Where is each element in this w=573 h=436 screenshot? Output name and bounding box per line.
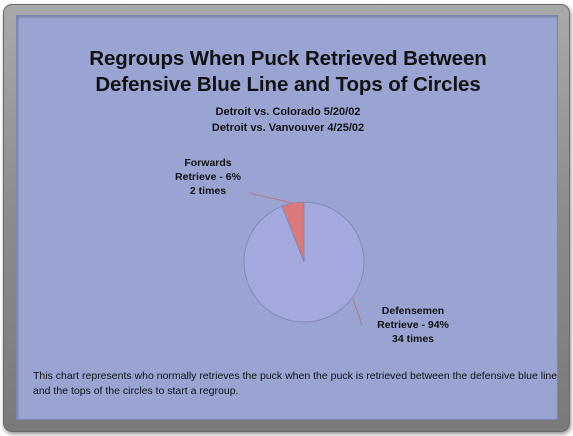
defensemen-label-line-2: Retrieve - 94% bbox=[377, 319, 449, 331]
defensemen-slice bbox=[243, 201, 365, 323]
pie-slices bbox=[243, 201, 365, 323]
leader-lines bbox=[248, 192, 363, 326]
forwards-label-line-1: Forwards bbox=[184, 157, 232, 169]
forwards-label-line-2: Retrieve - 6% bbox=[175, 171, 241, 183]
forwards-leader-line bbox=[248, 192, 293, 204]
chart-subtitle-line-2: Detroit vs. Vanvouver 4/25/02 bbox=[211, 122, 365, 134]
defensemen-label-line-1: Defensemen bbox=[381, 305, 445, 317]
forwards-label-line-3: 2 times bbox=[189, 185, 227, 197]
pie-chart bbox=[243, 192, 365, 326]
chart-title-line-1: Regroups When Puck Retrieved Between bbox=[89, 47, 487, 70]
chart-subtitle-line-1: Detroit vs. Colorado 5/20/02 bbox=[215, 106, 361, 118]
chart-panel: Regroups When Puck Retrieved Between Def… bbox=[16, 15, 558, 420]
forwards-slice-label: Forwards Retrieve - 6% 2 times bbox=[153, 156, 263, 198]
chart-title-line-2: Defensive Blue Line and Tops of Circles bbox=[95, 73, 481, 96]
defensemen-label-line-3: 34 times bbox=[391, 333, 435, 345]
defensemen-slice-label: Defensemen Retrieve - 94% 34 times bbox=[358, 304, 468, 346]
slide-frame: Regroups When Puck Retrieved Between Def… bbox=[3, 4, 570, 432]
chart-caption: This chart represents who normally retri… bbox=[33, 370, 558, 397]
defensemen-leader-line bbox=[352, 297, 363, 326]
